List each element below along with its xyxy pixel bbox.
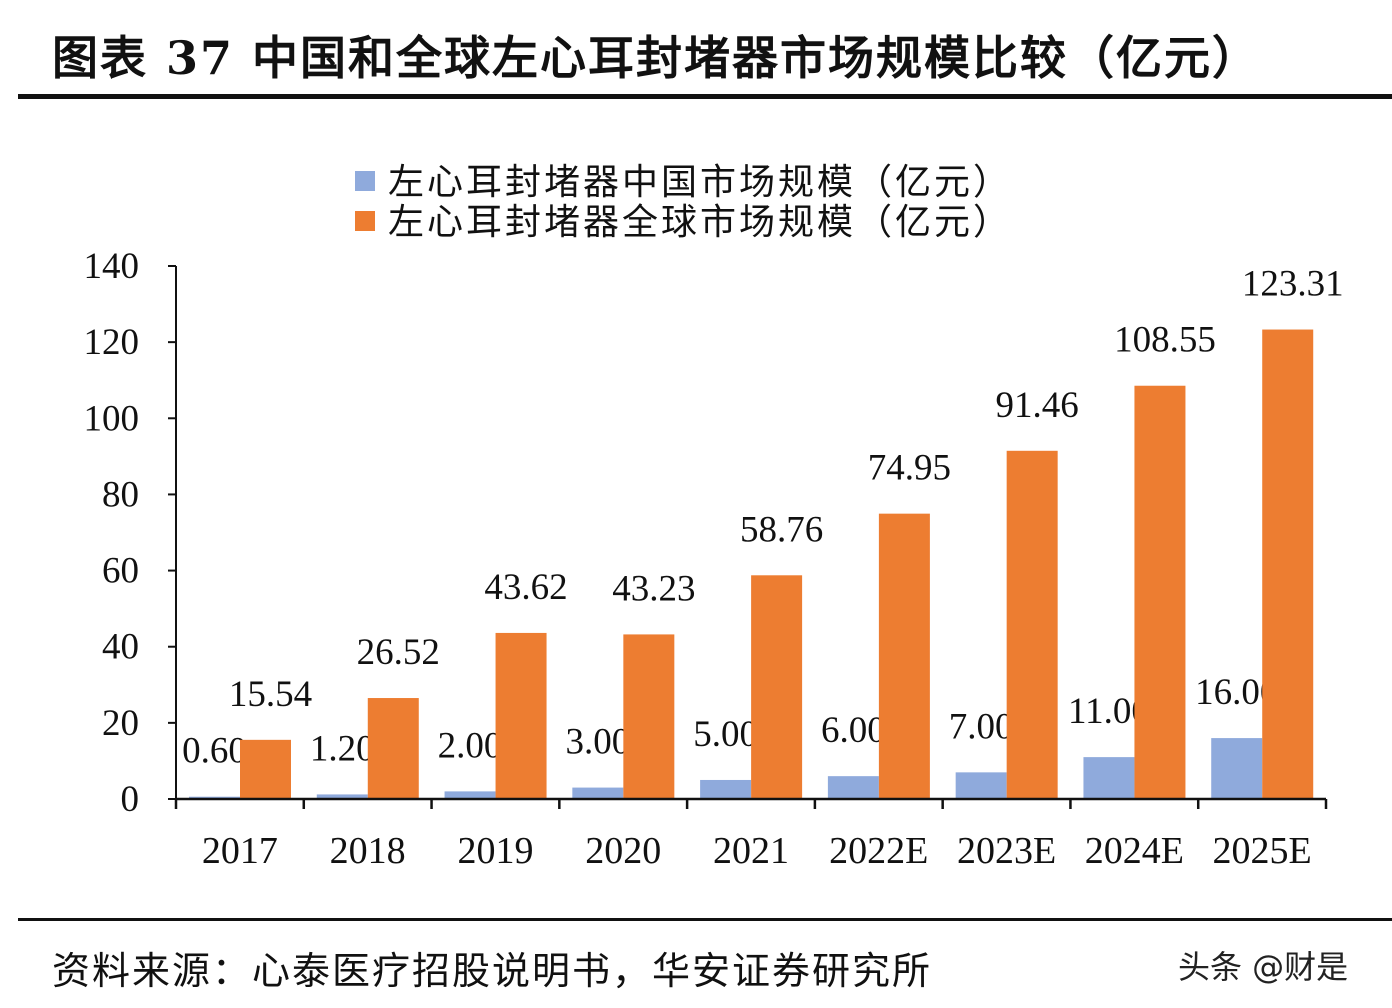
bar-china-2025E <box>1211 738 1263 799</box>
x-tick-label: 2021 <box>713 830 789 872</box>
bar-global-2024E <box>1134 385 1186 799</box>
x-tick-label: 2023E <box>957 830 1056 872</box>
chart-title: 图表 37 中国和全球左心耳封堵器市场规模比较（亿元） <box>52 31 1261 85</box>
data-label: 91.46 <box>996 385 1079 426</box>
y-tick-label: 100 <box>84 398 140 439</box>
legend-swatch-1 <box>355 171 375 191</box>
legend-swatch-2 <box>355 211 375 231</box>
data-label: 6.00 <box>821 710 886 751</box>
title-divider <box>18 94 1392 99</box>
x-tick-label: 2022E <box>829 830 928 872</box>
data-label: 58.76 <box>740 509 823 550</box>
x-tick-label: 2020 <box>585 830 661 872</box>
data-label: 108.55 <box>1114 320 1216 361</box>
bar-global-2018 <box>367 698 419 799</box>
bar-global-2017 <box>240 739 291 799</box>
y-tick-label: 20 <box>102 703 139 744</box>
data-label: 0.60 <box>182 731 247 772</box>
data-label: 5.00 <box>693 714 758 755</box>
y-tick-label: 140 <box>84 246 140 287</box>
watermark: 头条 @财是 <box>1178 948 1349 986</box>
x-tick-label: 2024E <box>1085 830 1184 872</box>
bar-china-2021 <box>700 779 752 799</box>
bar-global-2020 <box>623 634 675 799</box>
bar-china-2019 <box>444 791 496 799</box>
bar-global-2025E <box>1262 329 1314 799</box>
x-tick-label: 2017 <box>202 830 278 872</box>
bar-global-2022E <box>878 513 930 799</box>
data-label: 1.20 <box>310 728 375 769</box>
data-label: 43.62 <box>484 567 567 608</box>
data-label: 7.00 <box>949 706 1014 747</box>
y-tick-label: 120 <box>84 322 140 363</box>
bar-global-2023E <box>1006 450 1058 799</box>
footer-divider <box>18 918 1392 921</box>
data-label: 123.31 <box>1242 264 1344 305</box>
x-tick-label: 2025E <box>1213 830 1312 872</box>
y-tick-label: 60 <box>102 551 139 592</box>
data-label: 26.52 <box>357 632 440 673</box>
data-label: 2.00 <box>438 725 503 766</box>
data-label: 74.95 <box>868 448 951 489</box>
y-tick-label: 40 <box>102 627 139 668</box>
data-label: 3.00 <box>565 722 630 763</box>
bar-china-2018 <box>316 794 368 799</box>
x-tick-label: 2019 <box>457 830 533 872</box>
legend-label-1: 左心耳封堵器中国市场规模（亿元） <box>388 162 1012 202</box>
y-tick-label: 80 <box>102 474 139 515</box>
source-note: 资料来源：心泰医疗招股说明书，华安证券研究所 <box>52 949 933 993</box>
bar-global-2021 <box>751 575 803 799</box>
data-label: 15.54 <box>229 674 312 715</box>
bar-china-2024E <box>1083 757 1135 799</box>
data-label: 43.23 <box>612 568 695 609</box>
bar-global-2019 <box>495 632 547 799</box>
y-tick-label: 0 <box>121 779 140 820</box>
bar-china-2023E <box>955 772 1007 799</box>
x-tick-label: 2018 <box>330 830 406 872</box>
legend-label-2: 左心耳封堵器全球市场规模（亿元） <box>388 202 1012 242</box>
bar-china-2020 <box>572 787 624 799</box>
bar-china-2022E <box>827 776 879 799</box>
